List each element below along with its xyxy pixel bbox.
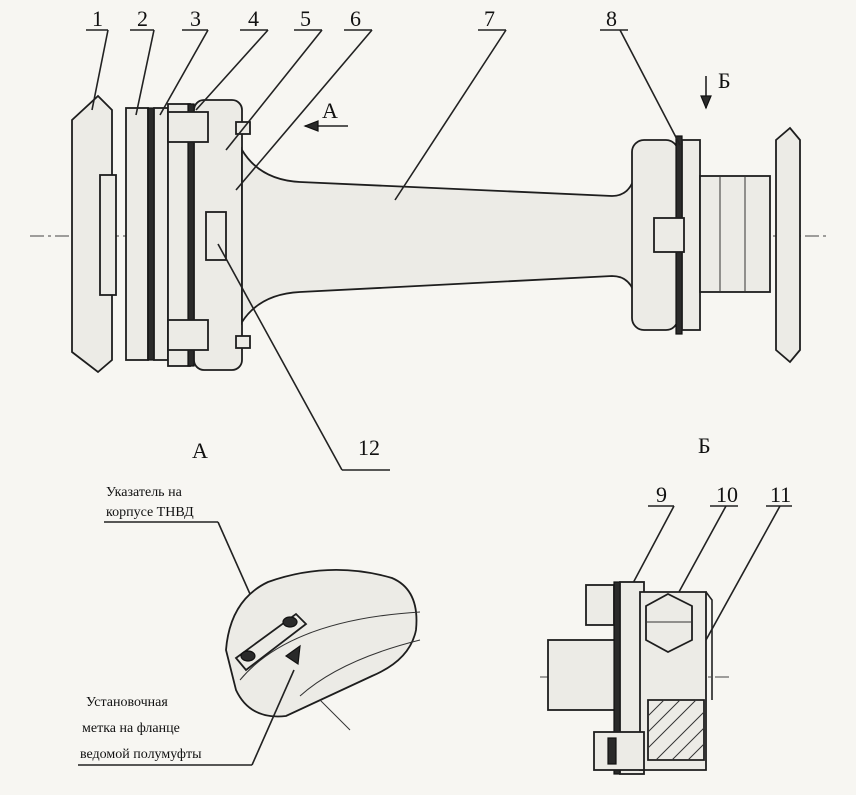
part-11-lock <box>607 737 617 765</box>
label-9: 9 <box>656 482 667 507</box>
view-a-detail <box>225 569 421 731</box>
lower-bolt <box>593 731 645 771</box>
pointer-note-line1: Указатель на <box>106 485 183 500</box>
arrow-a-letter: А <box>322 98 338 123</box>
bolt-head <box>585 584 615 626</box>
label-12: 12 <box>358 435 380 460</box>
label-1: 1 <box>92 6 103 31</box>
setting-mark <box>284 644 301 666</box>
drive-hub <box>699 175 771 293</box>
bolt-bottom <box>167 319 209 351</box>
mark-note-line3: ведомой полумуфты <box>80 747 202 762</box>
shaft-flange <box>547 639 621 711</box>
part-7-shaft <box>241 146 637 326</box>
pointer-note-line2: корпусе ТНВД <box>106 505 194 520</box>
pointer-screw-2 <box>282 616 298 628</box>
pointer-screw-1 <box>240 650 256 662</box>
label-10: 10 <box>716 482 738 507</box>
label-3: 3 <box>190 6 201 31</box>
label-7: 7 <box>484 6 495 31</box>
arrow-b-letter: Б <box>718 68 731 93</box>
part-2-disc <box>125 107 149 361</box>
part-10-nut <box>645 592 693 654</box>
hatched-area <box>647 699 705 761</box>
label-2: 2 <box>137 6 148 31</box>
view-b-section <box>540 581 730 775</box>
leader-lines <box>86 29 681 471</box>
view-b-title: Б <box>698 433 711 458</box>
label-5: 5 <box>300 6 311 31</box>
mark-note-line1: Установочная <box>86 695 168 710</box>
pump-housing-outline <box>225 569 418 718</box>
label-4: 4 <box>248 6 259 31</box>
part-1-hub <box>99 174 117 296</box>
view-arrow-b: Б <box>700 68 731 110</box>
right-housing <box>775 126 801 364</box>
part-3-disc <box>153 107 169 361</box>
label-6: 6 <box>350 6 361 31</box>
nut-bottom <box>235 335 251 349</box>
label-11: 11 <box>770 482 791 507</box>
view-arrow-a: А <box>303 98 348 132</box>
mark-note-line2: метка на фланце <box>82 721 180 736</box>
part-8-bolt <box>653 217 685 253</box>
bolt-top <box>167 111 209 143</box>
view-a-title: А <box>192 438 208 463</box>
part-1-housing <box>71 94 113 374</box>
main-assembly <box>30 94 830 374</box>
label-8: 8 <box>606 6 617 31</box>
